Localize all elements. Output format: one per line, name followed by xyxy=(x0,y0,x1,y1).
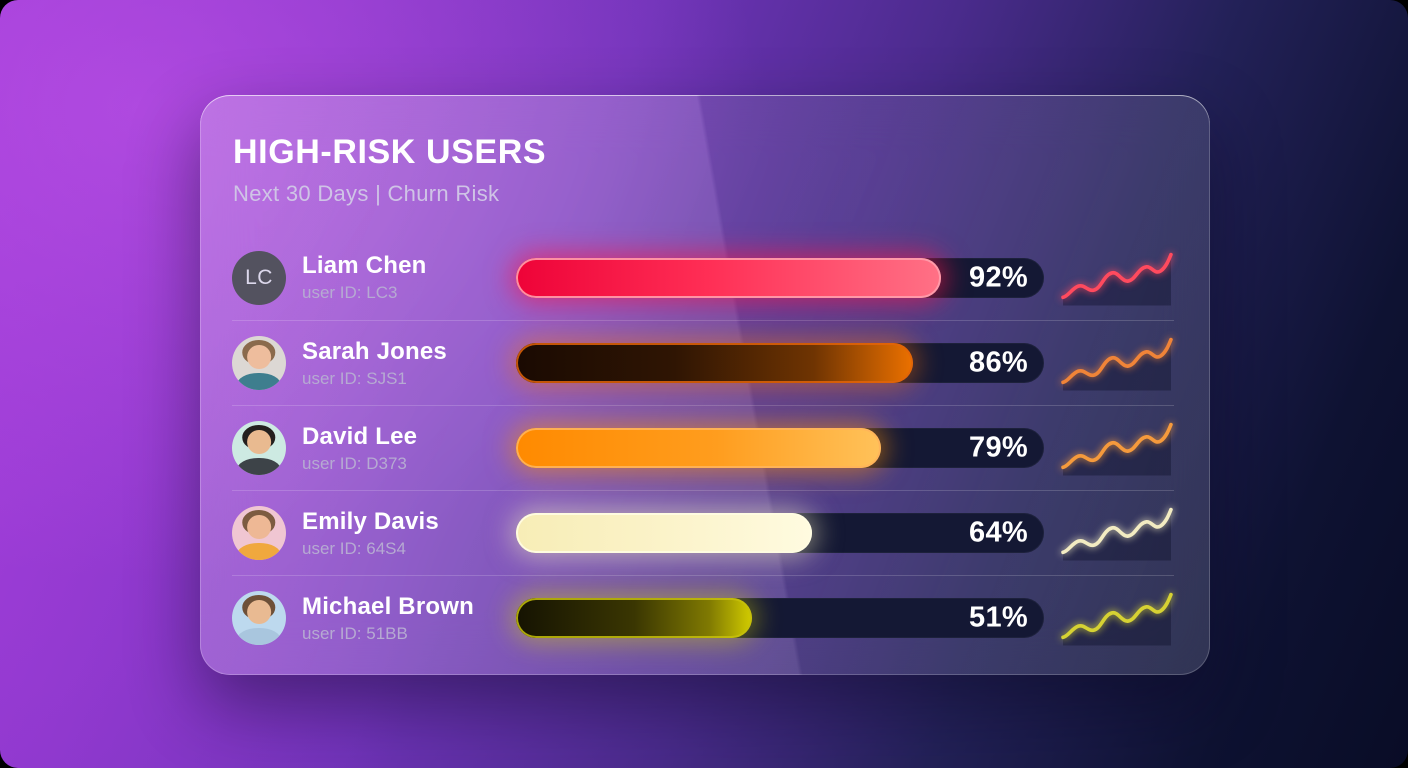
sparkline-line xyxy=(1061,337,1173,385)
user-avatar xyxy=(232,336,286,390)
risk-bar-track: 64% xyxy=(516,513,1044,553)
user-row[interactable]: David Lee user ID: D373 79% xyxy=(232,405,1174,490)
user-name: Michael Brown xyxy=(302,592,474,620)
sparkline-line xyxy=(1061,507,1173,555)
risk-bar-fill xyxy=(516,598,752,638)
sparkline-area xyxy=(1063,254,1171,305)
user-name: Emily Davis xyxy=(302,507,439,535)
risk-percentage: 86% xyxy=(969,346,1028,379)
risk-percentage: 79% xyxy=(969,431,1028,464)
user-info: Sarah Jones user ID: SJS1 xyxy=(302,338,500,389)
sparkline-line xyxy=(1061,252,1173,299)
user-info: Liam Chen user ID: LC3 xyxy=(302,252,500,303)
risk-percentage: 51% xyxy=(969,601,1028,634)
avatar-face xyxy=(247,515,271,539)
user-row[interactable]: Emily Davis user ID: 64S4 64% xyxy=(232,490,1174,575)
page-title: HIGH-RISK USERS xyxy=(233,133,547,171)
trend-sparkline xyxy=(1060,505,1174,561)
trend-sparkline xyxy=(1060,250,1174,306)
risk-bar-fill xyxy=(516,428,881,468)
user-id: user ID: LC3 xyxy=(302,283,398,302)
avatar-face xyxy=(247,430,271,454)
user-row[interactable]: Michael Brown user ID: 51BB 51% xyxy=(232,575,1174,660)
user-avatar xyxy=(232,421,286,475)
user-avatar: LC xyxy=(232,250,286,305)
risk-bar-fill xyxy=(516,513,812,553)
panel-header: HIGH-RISK USERS Next 30 Days | Churn Ris… xyxy=(200,95,1210,207)
risk-bar-fill xyxy=(516,343,914,383)
user-name: Sarah Jones xyxy=(302,337,447,365)
page-subtitle: Next 30 Days | Churn Risk xyxy=(233,181,500,206)
user-id: user ID: 51BB xyxy=(302,623,408,643)
sparkline-area xyxy=(1063,594,1171,646)
user-row[interactable]: Sarah Jones user ID: SJS1 86% xyxy=(232,320,1174,405)
avatar-shirt xyxy=(236,542,282,560)
user-row[interactable]: LC Liam Chen user ID: LC3 92% xyxy=(232,235,1174,320)
user-info: Emily Davis user ID: 64S4 xyxy=(302,508,500,559)
sparkline-area xyxy=(1063,339,1171,391)
trend-sparkline xyxy=(1060,335,1174,391)
sparkline-area xyxy=(1063,424,1171,476)
user-id: user ID: 64S4 xyxy=(302,538,406,558)
avatar-shirt xyxy=(236,372,282,390)
risk-bar-track: 92% xyxy=(516,257,1044,298)
sparkline-line xyxy=(1061,592,1173,640)
avatar-shirt xyxy=(236,627,282,645)
trend-sparkline xyxy=(1060,420,1174,476)
user-name: David Lee xyxy=(302,422,418,450)
user-info: David Lee user ID: D373 xyxy=(302,423,500,474)
risk-percentage: 64% xyxy=(969,516,1028,549)
risk-bar-fill xyxy=(516,257,942,298)
avatar-face xyxy=(247,600,271,624)
avatar-shirt xyxy=(236,457,282,475)
risk-bar-track: 51% xyxy=(516,598,1044,638)
trend-sparkline xyxy=(1060,590,1174,646)
user-name: Liam Chen xyxy=(302,252,427,279)
sparkline-line xyxy=(1061,422,1173,470)
risk-percentage: 92% xyxy=(969,261,1028,293)
risk-bar-track: 79% xyxy=(516,428,1044,468)
risk-bar-track: 86% xyxy=(516,343,1044,383)
user-id: user ID: D373 xyxy=(302,453,407,473)
user-id: user ID: SJS1 xyxy=(302,368,407,388)
sparkline-area xyxy=(1063,509,1171,561)
user-info: Michael Brown user ID: 51BB xyxy=(302,593,500,644)
avatar-face xyxy=(247,345,271,369)
user-avatar xyxy=(232,506,286,560)
churn-risk-panel: HIGH-RISK USERS Next 30 Days | Churn Ris… xyxy=(200,95,1210,675)
user-list: LC Liam Chen user ID: LC3 92% Sarah Jone… xyxy=(232,235,1174,660)
avatar-initials: LC xyxy=(245,265,273,289)
user-avatar xyxy=(232,591,286,645)
